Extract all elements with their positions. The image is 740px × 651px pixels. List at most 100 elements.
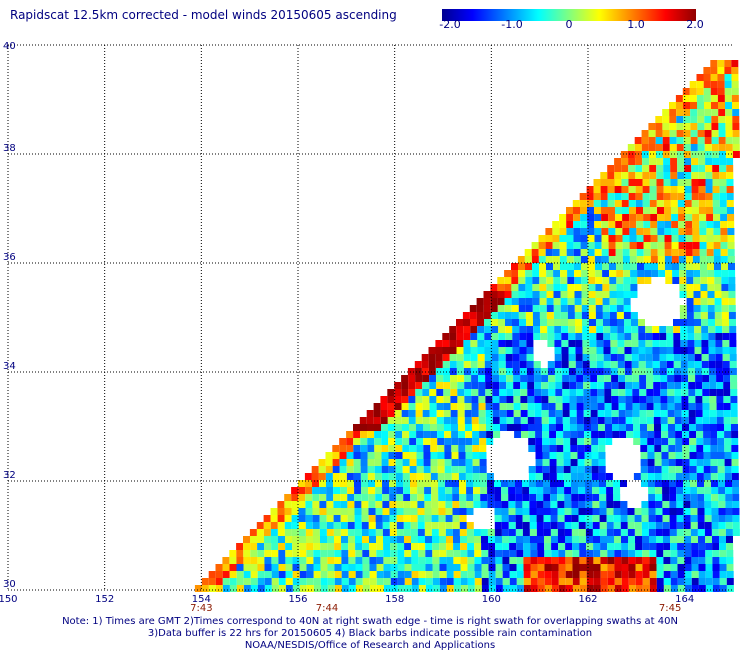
wind-cell xyxy=(608,214,616,221)
wind-cell xyxy=(646,417,654,424)
wind-cell xyxy=(474,557,482,564)
wind-cell xyxy=(574,277,582,284)
wind-cell xyxy=(222,578,230,585)
wind-cell xyxy=(596,326,604,333)
wind-cell xyxy=(566,235,574,242)
wind-cell xyxy=(695,403,703,410)
wind-cell xyxy=(685,221,693,228)
wind-cell xyxy=(504,284,512,291)
wind-cell xyxy=(567,284,575,291)
wind-cell xyxy=(585,522,593,529)
wind-cell xyxy=(571,529,579,536)
wind-cell xyxy=(360,473,368,480)
wind-cell xyxy=(501,494,509,501)
wind-cell xyxy=(408,396,416,403)
wind-cell xyxy=(550,501,558,508)
wind-cell xyxy=(515,501,523,508)
wind-cell xyxy=(411,564,419,571)
wind-cell xyxy=(589,326,597,333)
wind-cell xyxy=(693,263,700,270)
wind-cell xyxy=(334,585,342,592)
wind-cell xyxy=(459,529,467,536)
wind-cell xyxy=(429,382,437,389)
wind-cell xyxy=(411,536,418,543)
wind-cell xyxy=(639,417,647,424)
wind-cell xyxy=(716,396,724,403)
wind-cell xyxy=(641,522,649,529)
wind-cell xyxy=(614,543,622,550)
wind-cell xyxy=(285,571,293,578)
wind-cell xyxy=(249,529,257,536)
wind-cell xyxy=(576,382,584,389)
wind-cell xyxy=(553,298,561,305)
wind-cell xyxy=(527,375,535,382)
wind-cell xyxy=(713,228,721,235)
wind-cell xyxy=(592,480,599,487)
wind-cell xyxy=(565,571,573,578)
wind-cell xyxy=(436,382,444,389)
wind-cell xyxy=(583,410,591,417)
wind-cell xyxy=(711,109,719,116)
wind-cell xyxy=(635,172,643,179)
wind-cell xyxy=(532,291,540,298)
wind-cell xyxy=(603,347,611,354)
wind-cell xyxy=(453,564,461,571)
wind-cell xyxy=(690,529,698,536)
wind-cell xyxy=(354,515,362,522)
wind-cell xyxy=(362,578,370,585)
wind-cell xyxy=(724,60,732,67)
wind-cell xyxy=(579,550,587,557)
wind-cell xyxy=(616,305,624,312)
wind-cell xyxy=(505,319,512,326)
wind-cell xyxy=(471,389,479,396)
wind-cell xyxy=(567,298,575,305)
wind-cell xyxy=(677,564,685,571)
wind-cell xyxy=(627,508,635,515)
wind-cell xyxy=(720,214,728,221)
wind-cell xyxy=(271,578,279,585)
wind-cell xyxy=(423,438,431,445)
wind-cell xyxy=(604,396,612,403)
wind-cell xyxy=(710,74,718,81)
wind-cell xyxy=(535,466,543,473)
wind-cell xyxy=(334,536,341,543)
wind-cell xyxy=(712,179,720,186)
wind-cell xyxy=(708,368,716,375)
wind-cell xyxy=(499,410,507,417)
wind-cell xyxy=(382,522,390,529)
wind-cell xyxy=(712,550,720,557)
wind-cell xyxy=(544,543,552,550)
wind-cell xyxy=(609,298,617,305)
wind-cell xyxy=(536,501,544,508)
wind-cell xyxy=(707,263,714,270)
wind-cell xyxy=(724,74,732,81)
wind-cell xyxy=(557,487,565,494)
wind-cell xyxy=(526,347,534,354)
wind-cell xyxy=(312,522,320,529)
wind-cell xyxy=(672,277,680,284)
wind-cell xyxy=(383,550,391,557)
wind-cell xyxy=(422,396,430,403)
wind-cell xyxy=(319,522,327,529)
wind-cell xyxy=(425,557,433,564)
wind-cell xyxy=(456,368,464,375)
wind-cell xyxy=(208,578,216,585)
wind-cell xyxy=(635,158,643,165)
wind-cell xyxy=(523,543,531,550)
wind-cell xyxy=(474,543,482,550)
wind-cell xyxy=(649,585,657,592)
wind-cell xyxy=(708,326,716,333)
wind-cell xyxy=(319,515,327,522)
wind-cell xyxy=(654,452,662,459)
wind-cell xyxy=(598,445,606,452)
wind-cell xyxy=(278,536,285,543)
wind-cell xyxy=(452,522,460,529)
wind-cell xyxy=(703,431,711,438)
wind-cell xyxy=(459,480,466,487)
wind-cell xyxy=(229,564,237,571)
wind-cell xyxy=(669,494,677,501)
wind-cell xyxy=(625,375,633,382)
wind-cell xyxy=(472,438,480,445)
wind-cell xyxy=(631,354,639,361)
wind-cell xyxy=(708,319,715,326)
